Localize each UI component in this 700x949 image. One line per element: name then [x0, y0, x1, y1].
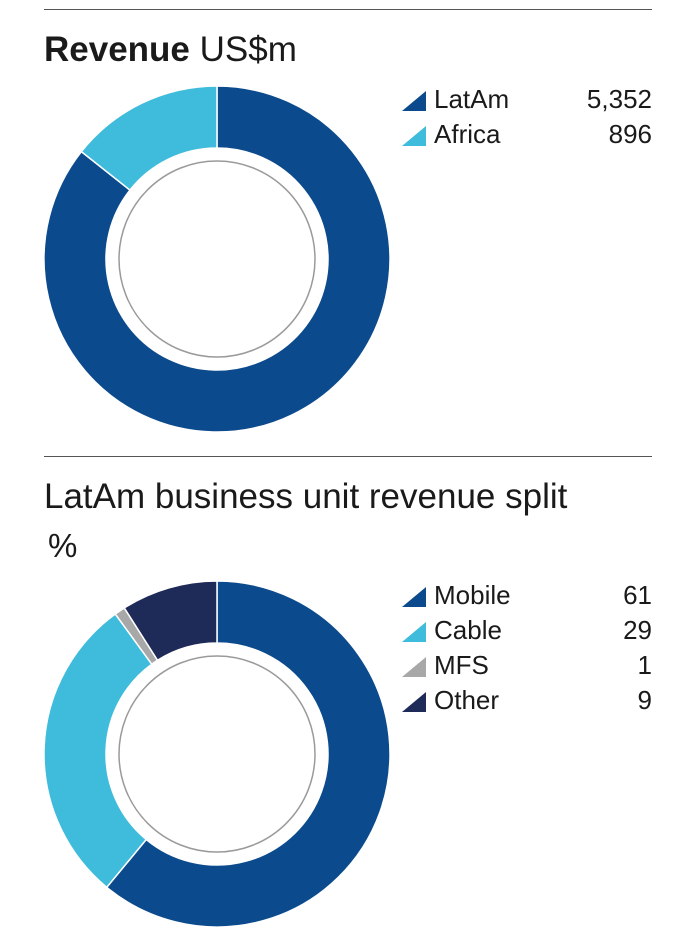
legend-value-africa: 896: [608, 119, 652, 149]
latam-split-donut-chart: [43, 580, 391, 928]
middle-divider: [44, 456, 652, 457]
top-divider: [44, 9, 652, 10]
revenue-donut-chart: [43, 85, 391, 433]
revenue-chart-title: Revenue US$m: [44, 30, 297, 70]
legend-value-cable: 29: [623, 615, 652, 645]
legend-value-mobile: 61: [623, 580, 652, 610]
legend-label-latam: LatAm: [434, 84, 510, 114]
legend-swatch-latam: [402, 91, 426, 111]
legend-value-other: 9: [637, 685, 652, 715]
revenue-unit: US$m: [199, 30, 297, 69]
latam-split-unit: %: [48, 527, 78, 564]
legend-value-latam: 5,352: [586, 84, 652, 114]
donut-center-ring: [118, 655, 316, 853]
legend-label-other: Other: [434, 685, 500, 715]
legend-entry-mobile: Mobile 61: [402, 578, 652, 613]
donut-slice-latam: [43, 85, 391, 433]
revenue-legend: LatAm 5,352 Africa 896: [402, 82, 652, 152]
legend-entry-cable: Cable 29: [402, 613, 652, 648]
donut-slice-mobile: [105, 580, 391, 928]
donut-slice-africa: [80, 85, 218, 192]
legend-swatch-africa: [402, 126, 426, 146]
latam-split-chart-title: LatAm business unit revenue split: [44, 477, 568, 516]
legend-label-cable: Cable: [434, 615, 502, 645]
legend-label-africa: Africa: [434, 119, 501, 149]
legend-swatch-mfs: [402, 657, 426, 677]
latam-split-legend: Mobile 61 Cable 29 MFS 1 Other 9: [402, 578, 652, 718]
legend-label-mobile: Mobile: [434, 580, 511, 610]
legend-swatch-mobile: [402, 587, 426, 607]
donut-slice-cable: [43, 612, 153, 889]
legend-entry-other: Other 9: [402, 683, 652, 718]
legend-entry-mfs: MFS 1: [402, 648, 652, 683]
legend-label-mfs: MFS: [434, 650, 489, 680]
legend-swatch-other: [402, 692, 426, 712]
legend-swatch-cable: [402, 622, 426, 642]
donut-center-ring: [118, 160, 316, 358]
legend-entry-latam: LatAm 5,352: [402, 82, 652, 117]
donut-slice-other: [123, 580, 218, 662]
legend-entry-africa: Africa 896: [402, 117, 652, 152]
legend-value-mfs: 1: [637, 650, 652, 680]
revenue-title-text: Revenue: [44, 30, 190, 69]
